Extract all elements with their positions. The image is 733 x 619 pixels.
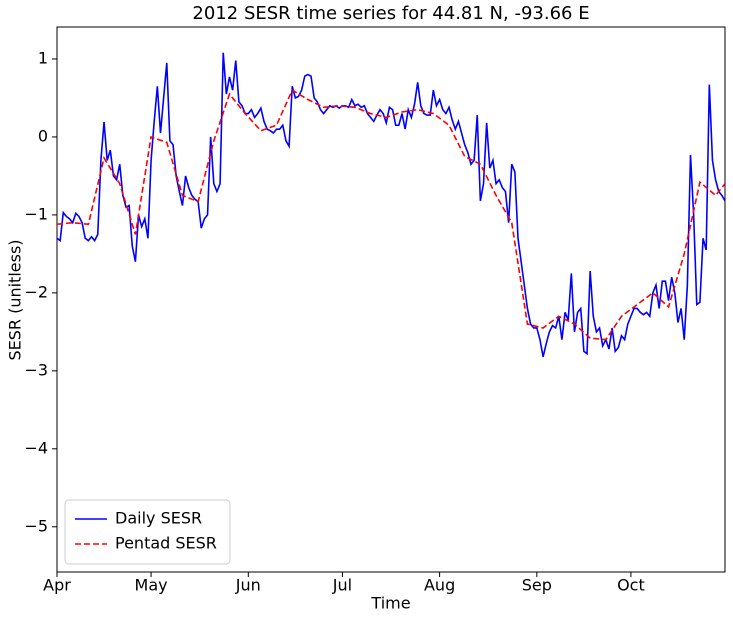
chart-title: 2012 SESR time series for 44.81 N, -93.6… [192, 3, 589, 24]
plot-frame [56, 26, 726, 573]
y-tick-label: 1 [38, 48, 48, 67]
y-axis-label: SESR (unitless) [6, 239, 25, 360]
series-line [57, 89, 725, 341]
legend-label: Daily SESR [115, 509, 202, 528]
x-axis-label: Time [370, 594, 410, 613]
y-tick-label: −3 [24, 360, 48, 379]
x-tick-label: Apr [43, 576, 71, 595]
y-tick-label: −1 [24, 204, 48, 223]
series-line [57, 52, 725, 357]
x-tick-label: Jul [332, 576, 352, 595]
y-tick-label: 0 [38, 126, 48, 145]
y-tick-label: −2 [24, 282, 48, 301]
y-tick-label: −4 [24, 438, 48, 457]
x-tick-label: Aug [424, 576, 455, 595]
x-tick-label: Oct [617, 576, 645, 595]
legend-box [64, 499, 231, 565]
x-tick-label: May [135, 576, 168, 595]
y-tick-label: −5 [24, 516, 48, 535]
legend-label: Pentad SESR [115, 534, 217, 553]
x-tick-label: Sep [522, 576, 552, 595]
x-tick-label: Jun [235, 576, 261, 595]
